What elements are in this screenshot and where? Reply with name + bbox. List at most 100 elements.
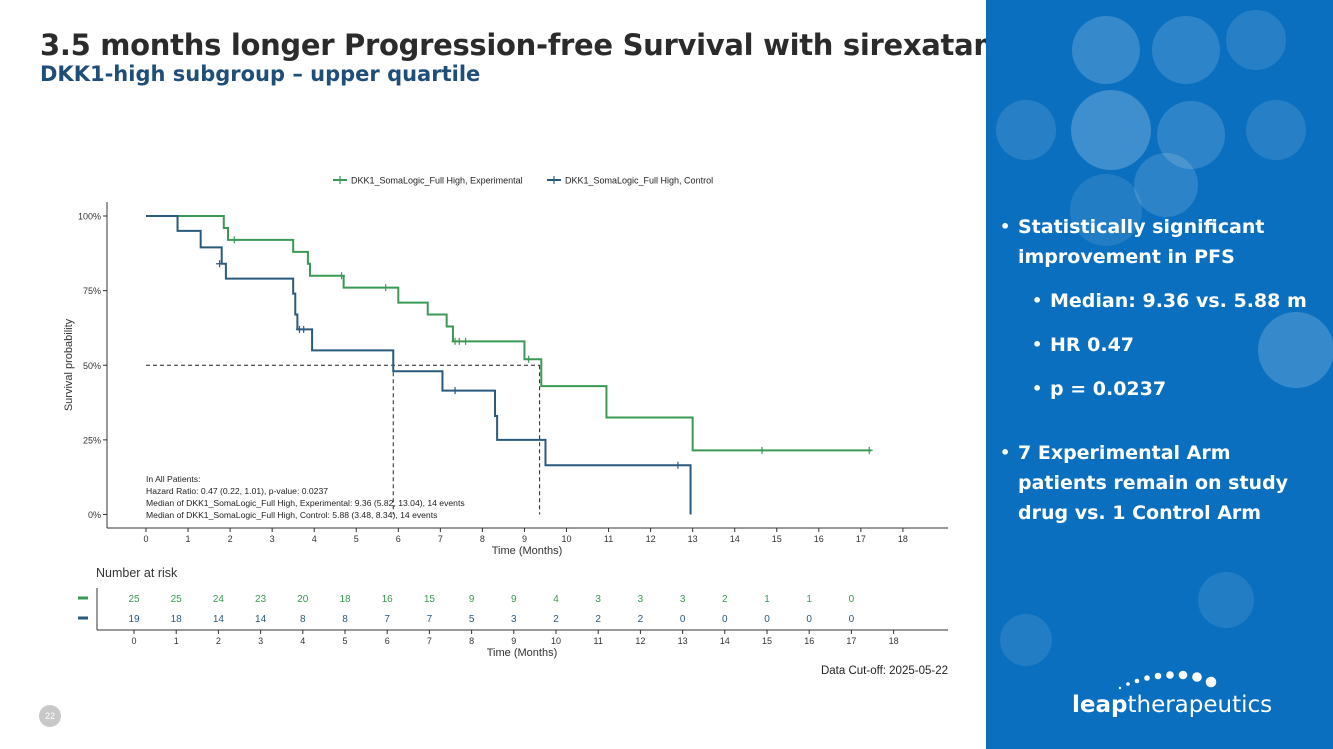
x-tick-label: 16 bbox=[814, 534, 824, 544]
risk-x-tick-label: 6 bbox=[385, 636, 390, 646]
risk-count-control: 0 bbox=[680, 614, 686, 625]
risk-x-tick-label: 13 bbox=[678, 636, 688, 646]
bullet-pvalue: p = 0.0237 bbox=[1032, 374, 1325, 404]
risk-count-control: 0 bbox=[849, 614, 855, 625]
risk-x-tick-label: 1 bbox=[174, 636, 179, 646]
bokeh-decoration bbox=[1157, 101, 1225, 169]
risk-count-experimental: 18 bbox=[339, 594, 351, 605]
x-tick-label: 11 bbox=[604, 534, 613, 544]
x-tick-label: 0 bbox=[143, 534, 148, 544]
risk-table-title: Number at risk bbox=[96, 566, 178, 580]
risk-x-tick-label: 7 bbox=[427, 636, 432, 646]
logo-light: therapeutics bbox=[1127, 692, 1273, 718]
x-tick-label: 6 bbox=[396, 534, 401, 544]
risk-count-experimental: 2 bbox=[722, 594, 728, 605]
km-curve-experimental bbox=[146, 215, 872, 452]
x-tick-label: 15 bbox=[772, 534, 782, 544]
censor-mark-control bbox=[674, 461, 682, 469]
risk-count-control: 18 bbox=[171, 614, 183, 625]
risk-x-tick-label: 2 bbox=[216, 636, 221, 646]
x-tick-label: 9 bbox=[522, 534, 527, 544]
risk-count-experimental: 9 bbox=[469, 594, 475, 605]
logo-bold: leap bbox=[1072, 692, 1128, 718]
risk-x-tick-label: 11 bbox=[594, 636, 603, 646]
risk-x-tick-label: 0 bbox=[131, 636, 136, 646]
x-tick-label: 17 bbox=[856, 534, 866, 544]
y-tick-label: 25% bbox=[83, 435, 101, 445]
risk-x-tick-label: 5 bbox=[342, 636, 347, 646]
x-tick-label: 12 bbox=[646, 534, 656, 544]
bullet-hr: HR 0.47 bbox=[1032, 330, 1325, 360]
risk-count-control: 14 bbox=[213, 614, 225, 625]
bokeh-decoration bbox=[1226, 10, 1286, 70]
risk-x-tick-label: 12 bbox=[635, 636, 645, 646]
x-tick-label: 2 bbox=[228, 534, 233, 544]
risk-x-tick-label: 3 bbox=[258, 636, 263, 646]
risk-count-control: 0 bbox=[764, 614, 770, 625]
risk-count-control: 2 bbox=[553, 614, 559, 625]
risk-count-experimental: 4 bbox=[553, 594, 559, 605]
y-tick-label: 75% bbox=[83, 286, 101, 296]
risk-count-experimental: 0 bbox=[849, 594, 855, 605]
risk-count-experimental: 25 bbox=[171, 594, 183, 605]
bokeh-decoration bbox=[1152, 16, 1220, 84]
bokeh-decoration bbox=[996, 100, 1056, 160]
bullet-median: Median: 9.36 vs. 5.88 m bbox=[1032, 286, 1325, 316]
risk-count-control: 8 bbox=[300, 614, 306, 625]
logo-wordmark: leaptherapeutics bbox=[1072, 692, 1272, 718]
censor-mark-experimental bbox=[230, 236, 238, 244]
risk-count-control: 8 bbox=[342, 614, 348, 625]
risk-count-experimental: 3 bbox=[638, 594, 644, 605]
x-tick-label: 3 bbox=[270, 534, 275, 544]
logo-dots-icon bbox=[1118, 670, 1217, 690]
risk-count-control: 3 bbox=[511, 614, 517, 625]
risk-x-tick-label: 17 bbox=[846, 636, 856, 646]
censor-mark-experimental bbox=[525, 355, 533, 363]
risk-x-tick-label: 18 bbox=[889, 636, 899, 646]
x-tick-label: 14 bbox=[730, 534, 740, 544]
censor-mark-experimental bbox=[758, 446, 766, 454]
bokeh-decoration bbox=[1000, 614, 1052, 666]
bokeh-decoration bbox=[1198, 572, 1254, 628]
y-tick-label: 0% bbox=[88, 510, 101, 520]
x-tick-label: 18 bbox=[898, 534, 908, 544]
risk-x-tick-label: 4 bbox=[300, 636, 305, 646]
slide-subtitle: DKK1-high subgroup – upper quartile bbox=[40, 62, 481, 86]
risk-count-control: 2 bbox=[595, 614, 601, 625]
bokeh-decoration bbox=[1071, 90, 1151, 170]
risk-count-experimental: 24 bbox=[213, 594, 225, 605]
risk-count-experimental: 15 bbox=[424, 594, 436, 605]
risk-x-tick-label: 10 bbox=[551, 636, 561, 646]
annotation-line: Median of DKK1_SomaLogic_Full High, Expe… bbox=[146, 498, 465, 508]
risk-count-control: 5 bbox=[469, 614, 475, 625]
page-number: 22 bbox=[39, 705, 61, 727]
y-axis-title: Survival probability bbox=[63, 318, 75, 411]
bullet-significance: Statistically significant improvement in… bbox=[1000, 212, 1325, 272]
risk-count-experimental: 16 bbox=[382, 594, 394, 605]
risk-x-tick-label: 8 bbox=[469, 636, 474, 646]
company-logo: leaptherapeutics bbox=[1072, 668, 1272, 728]
y-tick-label: 50% bbox=[83, 361, 101, 371]
slide-title: 3.5 months longer Progression-free Survi… bbox=[40, 28, 1044, 62]
x-tick-label: 7 bbox=[438, 534, 443, 544]
censor-mark-experimental bbox=[462, 337, 470, 345]
legend-label-experimental: DKK1_SomaLogic_Full High, Experimental bbox=[351, 176, 523, 186]
censor-mark-experimental bbox=[382, 284, 390, 292]
data-cutoff-label: Data Cut-off: 2025-05-22 bbox=[821, 665, 948, 677]
risk-count-experimental: 3 bbox=[680, 594, 686, 605]
y-tick-label: 100% bbox=[78, 212, 101, 222]
risk-x-tick-label: 16 bbox=[804, 636, 814, 646]
x-tick-label: 1 bbox=[186, 534, 191, 544]
risk-count-control: 7 bbox=[427, 614, 433, 625]
risk-x-tick-label: 9 bbox=[511, 636, 516, 646]
km-chart: 0%25%50%75%100%0 1 2 3 4 5 6 7 8 9 10 11 12 13 14 15 16 1… bbox=[63, 176, 948, 677]
risk-count-control: 7 bbox=[384, 614, 390, 625]
annotation-line: Median of DKK1_SomaLogic_Full High, Cont… bbox=[146, 510, 437, 520]
x-tick-label: 8 bbox=[480, 534, 485, 544]
risk-count-control: 0 bbox=[806, 614, 812, 625]
censor-mark-experimental bbox=[455, 337, 463, 345]
risk-count-experimental: 1 bbox=[764, 594, 770, 605]
bokeh-decoration bbox=[1134, 153, 1198, 217]
x-tick-label: 5 bbox=[354, 534, 359, 544]
